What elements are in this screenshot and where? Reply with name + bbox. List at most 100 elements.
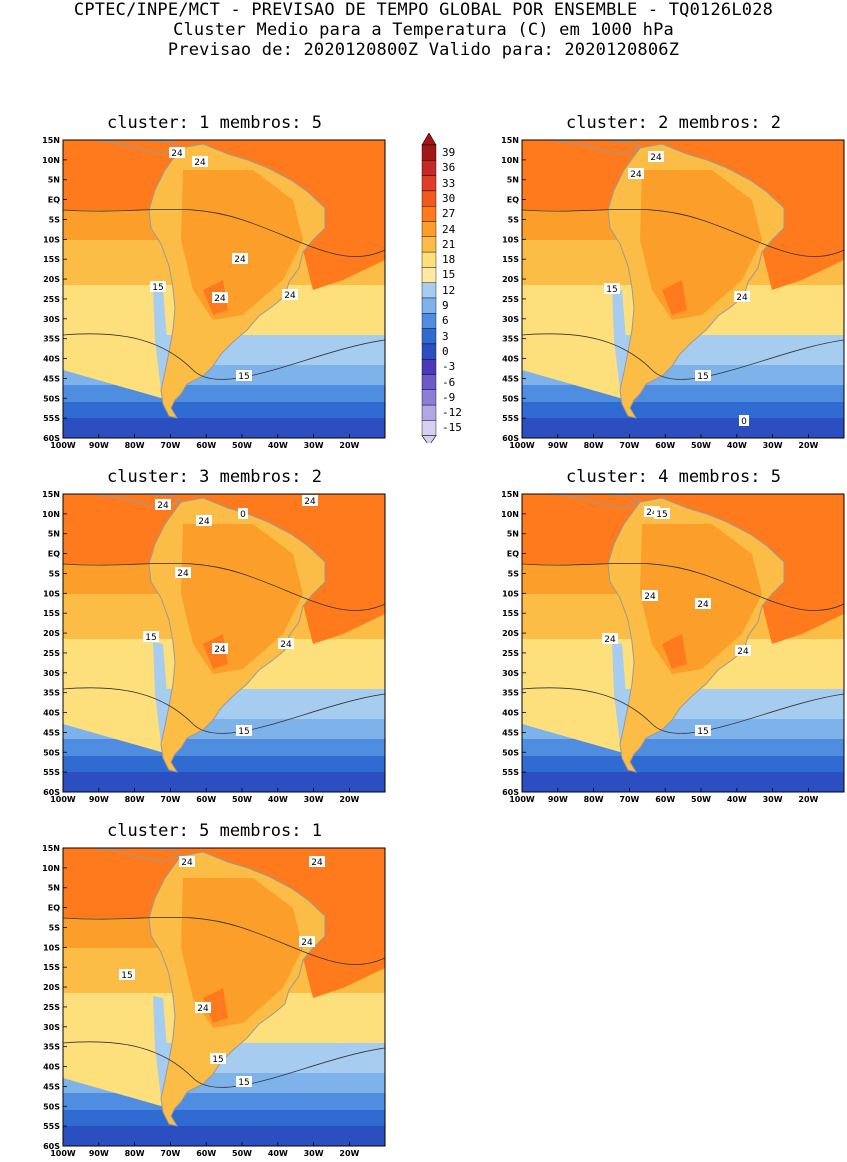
lon-tick-label: 40W (268, 795, 288, 804)
lat-tick-label: 25S (502, 649, 519, 658)
lat-tick-label: EQ (507, 550, 519, 559)
colorbar-label: 18 (442, 253, 456, 267)
lon-tick-label: 80W (584, 795, 604, 804)
lat-tick-label: 35S (43, 1043, 60, 1052)
temperature-band (63, 756, 385, 772)
panel-title: cluster: 2 membros: 2 (566, 113, 781, 133)
lat-tick-label: 40S (43, 355, 60, 364)
colorbar-label: -12 (442, 406, 462, 420)
temperature-band (522, 385, 844, 402)
contour-label: 24 (284, 291, 296, 301)
lat-tick-label: 40S (43, 709, 60, 718)
temperature-colorbar: 39 36 33 30 27 24 21 18 15 12 9 6 3 0 -3 -6 -9 -12 -15 (420, 132, 480, 447)
lat-tick-label: 5S (49, 923, 61, 932)
lat-tick-label: 30S (43, 315, 60, 324)
lon-tick-label: 20W (339, 1149, 359, 1158)
lat-tick-label: 25S (502, 295, 519, 304)
lat-tick-label: 20S (502, 629, 519, 638)
lon-tick-label: 60W (196, 795, 216, 804)
lat-tick-label: 35S (502, 335, 519, 344)
contour-label: 24 (644, 592, 656, 602)
contour-label: 15 (145, 633, 156, 643)
lat-tick-label: 15N (42, 844, 60, 853)
temperature-band (522, 418, 844, 438)
contour-label: 24 (736, 293, 748, 303)
contour-label: 24 (197, 1004, 209, 1014)
lon-tick-label: 70W (619, 795, 639, 804)
contour-label: 24 (234, 255, 246, 265)
colorbar-label: 39 (442, 146, 456, 159)
lat-tick-label: 5N (507, 530, 519, 539)
colorbar-swatch (421, 205, 437, 222)
lat-tick-label: 50S (502, 394, 519, 403)
contour-label: 24 (171, 149, 183, 159)
colorbar-label: -3 (442, 360, 456, 374)
lat-tick-label: 5N (48, 530, 60, 539)
lat-tick-label: 5S (508, 215, 520, 224)
contour-label: 15 (656, 510, 667, 520)
lon-tick-label: 100W (509, 795, 535, 804)
contour-label: 24 (157, 501, 169, 511)
contour-label: 24 (697, 600, 709, 610)
header-line-3: Previsao de: 2020120800Z Valido para: 20… (167, 40, 680, 60)
lat-tick-label: 55S (43, 768, 60, 777)
contour-label: 24 (198, 517, 210, 527)
lon-tick-label: 80W (125, 1149, 145, 1158)
lon-tick-label: 90W (89, 1149, 109, 1158)
lat-tick-label: 25S (43, 295, 60, 304)
colorbar-swatch (421, 404, 437, 421)
lon-tick-label: 100W (50, 441, 76, 450)
lon-tick-label: 40W (727, 795, 747, 804)
lat-tick-label: 20S (43, 275, 60, 284)
lon-tick-label: 50W (232, 1149, 252, 1158)
contour-label: 24 (214, 294, 226, 304)
lat-tick-label: 30S (43, 1023, 60, 1032)
lat-tick-label: EQ (507, 196, 519, 205)
colorbar-swatch (421, 389, 437, 406)
lon-tick-label: 80W (125, 795, 145, 804)
header-line-1: CPTEC/INPE/MCT - PREVISAO DE TEMPO GLOBA… (73, 0, 774, 20)
lat-tick-label: 15S (502, 609, 519, 618)
lon-tick-label: 70W (160, 795, 180, 804)
lat-tick-label: 45S (502, 728, 519, 737)
lat-tick-label: 60S (43, 1142, 60, 1151)
lat-tick-label: 10S (43, 943, 60, 952)
lat-tick-label: EQ (48, 550, 60, 559)
colorbar-label: -15 (442, 421, 462, 435)
colorbar-swatch (421, 282, 437, 299)
lon-tick-label: 20W (339, 441, 359, 450)
contour-label: 24 (604, 635, 616, 645)
lat-tick-label: 45S (43, 374, 60, 383)
colorbar-swatch (421, 190, 437, 207)
lon-tick-label: 50W (232, 795, 252, 804)
contour-label: 24 (181, 858, 193, 868)
colorbar-label: 3 (442, 329, 449, 343)
lat-tick-label: 55S (502, 414, 519, 423)
lat-tick-label: 20S (43, 629, 60, 638)
contour-label: 15 (238, 1078, 249, 1088)
lat-tick-label: 25S (43, 649, 60, 658)
lat-tick-label: 55S (43, 414, 60, 423)
contour-label: 24 (214, 645, 226, 655)
lat-tick-label: 45S (43, 728, 60, 737)
lat-tick-label: 15S (502, 255, 519, 264)
lat-tick-label: 5S (508, 569, 520, 578)
lon-tick-label: 80W (125, 441, 145, 450)
contour-label: 0 (741, 417, 747, 427)
lon-tick-label: 100W (50, 795, 76, 804)
lat-tick-label: 60S (43, 434, 60, 443)
contour-label: 0 (240, 510, 246, 520)
panel-title: cluster: 4 membros: 5 (566, 467, 781, 487)
contour-label: 15 (121, 971, 132, 981)
lat-tick-label: 15N (42, 136, 60, 145)
lon-tick-label: 20W (339, 795, 359, 804)
lon-tick-label: 70W (619, 441, 639, 450)
colorbar-label: 30 (442, 191, 456, 205)
temperature-band (63, 1126, 385, 1146)
lat-tick-label: 55S (43, 1122, 60, 1131)
temperature-band (522, 402, 844, 418)
lon-tick-label: 20W (798, 441, 818, 450)
lat-tick-label: 10S (502, 589, 519, 598)
colorbar-swatch (421, 358, 437, 375)
lon-tick-label: 40W (268, 441, 288, 450)
